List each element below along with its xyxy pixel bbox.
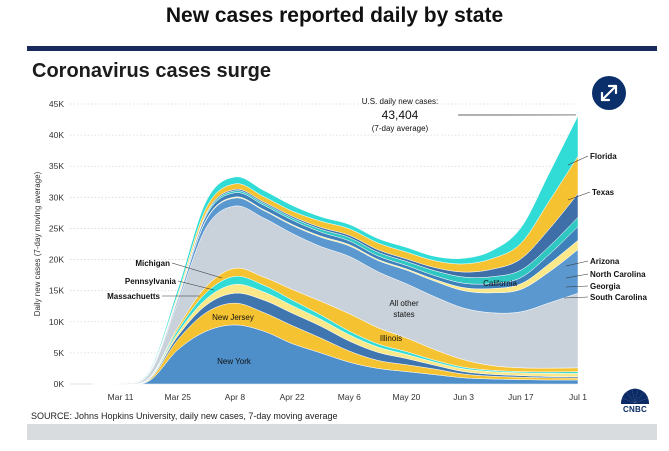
y-tick-label: 40K <box>49 130 64 140</box>
y-axis-title: Daily new cases (7-day moving average) <box>33 171 42 316</box>
x-tick-label: Mar 11 <box>108 392 134 402</box>
label-california: California <box>483 279 517 288</box>
y-tick-label: 5K <box>54 348 65 358</box>
y-tick-label: 0K <box>54 379 65 389</box>
annotation-line1: U.S. daily new cases: <box>362 97 438 106</box>
x-tick-label: Mar 25 <box>165 392 192 402</box>
x-tick-label: Jul 1 <box>569 392 587 402</box>
logo-text: CNBC <box>623 405 647 414</box>
label-florida: Florida <box>590 152 617 161</box>
axes: 0K 5K 10K 15K 20K 25K 30K 35K 40K 45K Daily new ca… <box>33 99 587 402</box>
label-leader <box>563 296 589 299</box>
annotation-value: 43,404 <box>382 108 419 122</box>
label-illinois: Illinois <box>380 334 402 343</box>
label-leader <box>177 280 215 291</box>
y-tick-label: 30K <box>49 192 64 202</box>
y-tick-label: 25K <box>49 223 64 233</box>
area-layers <box>91 115 579 385</box>
label-south-carolina: South Carolina <box>590 293 647 302</box>
x-tick-label: Apr 22 <box>280 392 305 402</box>
label-michigan: Michigan <box>135 259 170 268</box>
expand-arrows-icon <box>600 84 618 102</box>
label-leader <box>567 155 589 166</box>
annotation-line3: (7-day average) <box>372 124 429 133</box>
x-tick-label: May 6 <box>338 392 361 402</box>
chart-title: Coronavirus cases surge <box>32 60 271 82</box>
label-new-york: New York <box>217 357 252 366</box>
y-tick-label: 20K <box>49 255 64 265</box>
annotation: U.S. daily new cases: 43,404 (7-day averag… <box>362 97 577 133</box>
label-georgia: Georgia <box>590 282 621 291</box>
area-florida <box>91 115 579 385</box>
x-tick-label: Jun 3 <box>453 392 474 402</box>
label-leader <box>565 273 589 279</box>
source-note: SOURCE: Johns Hopkins University, daily … <box>31 411 338 421</box>
footer-bar <box>27 424 657 440</box>
cnbc-peacock-logo-icon <box>620 388 650 404</box>
label-massachusetts: Massachuetts <box>107 292 160 301</box>
label-new-jersey: New Jersey <box>212 313 254 322</box>
label-leader <box>565 285 589 288</box>
x-tick-label: Apr 8 <box>225 392 246 402</box>
label-leader <box>567 191 591 201</box>
cnbc-logo: CNBC <box>615 386 655 414</box>
label-arizona: Arizona <box>590 257 620 266</box>
label-texas: Texas <box>592 188 615 197</box>
y-tick-label: 15K <box>49 286 64 296</box>
expand-button[interactable] <box>592 76 626 110</box>
label-leader <box>565 260 589 267</box>
y-tick-label: 45K <box>49 99 64 109</box>
series-labels: New York New Jersey Massachuetts Pennsylvan… <box>107 152 647 366</box>
headline: New cases reported daily by state <box>165 4 504 27</box>
header-rule <box>27 46 657 51</box>
x-tick-label: Jun 17 <box>508 392 534 402</box>
label-north-carolina: North Carolina <box>590 270 646 279</box>
label-pennsylvania: Pennsylvania <box>125 277 177 286</box>
label-all-other-states: All other states <box>389 299 419 319</box>
y-tick-label: 35K <box>49 161 64 171</box>
y-tick-label: 10K <box>49 317 64 327</box>
x-tick-label: May 20 <box>393 392 421 402</box>
label-leader <box>171 262 223 279</box>
